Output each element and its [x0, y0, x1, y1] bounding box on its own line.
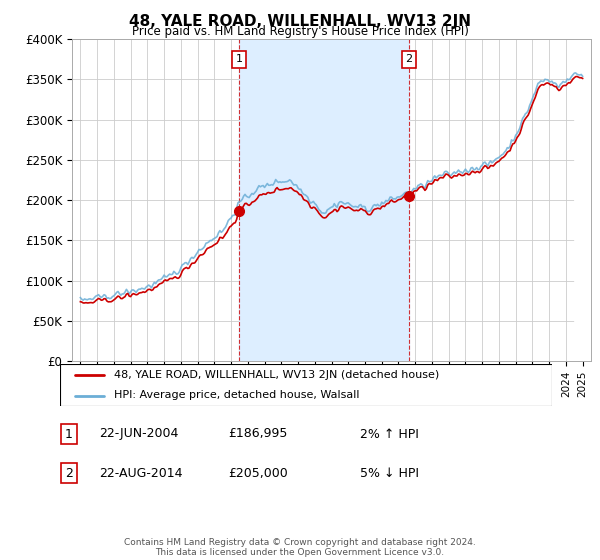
Text: 22-AUG-2014: 22-AUG-2014: [99, 466, 182, 480]
Text: 22-JUN-2004: 22-JUN-2004: [99, 427, 178, 441]
Text: Price paid vs. HM Land Registry's House Price Index (HPI): Price paid vs. HM Land Registry's House …: [131, 25, 469, 38]
Text: £186,995: £186,995: [228, 427, 287, 441]
Text: 2: 2: [406, 54, 413, 64]
Text: 48, YALE ROAD, WILLENHALL, WV13 2JN (detached house): 48, YALE ROAD, WILLENHALL, WV13 2JN (det…: [114, 370, 439, 380]
Text: 48, YALE ROAD, WILLENHALL, WV13 2JN: 48, YALE ROAD, WILLENHALL, WV13 2JN: [129, 14, 471, 29]
Text: 1: 1: [235, 54, 242, 64]
Text: 2: 2: [65, 466, 73, 480]
Text: 1: 1: [65, 427, 73, 441]
Text: 5% ↓ HPI: 5% ↓ HPI: [360, 466, 419, 480]
Text: 2% ↑ HPI: 2% ↑ HPI: [360, 427, 419, 441]
Text: Contains HM Land Registry data © Crown copyright and database right 2024.
This d: Contains HM Land Registry data © Crown c…: [124, 538, 476, 557]
Bar: [574, 39, 591, 361]
Text: HPI: Average price, detached house, Walsall: HPI: Average price, detached house, Wals…: [114, 390, 359, 400]
FancyBboxPatch shape: [60, 364, 552, 406]
Text: £205,000: £205,000: [228, 466, 288, 480]
Bar: [239, 39, 409, 361]
